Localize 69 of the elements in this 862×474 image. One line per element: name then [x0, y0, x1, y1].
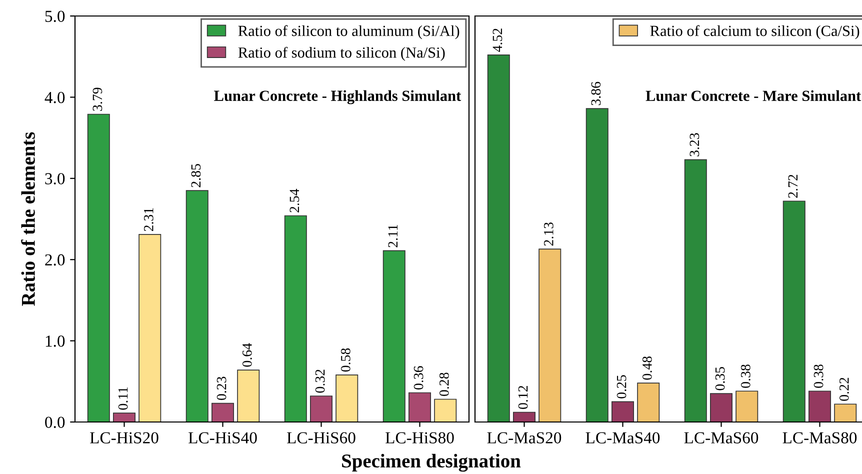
y-axis-title: Ratio of the elements [21, 132, 35, 306]
data-label: 0.38 [740, 364, 750, 388]
x-tick-label: LC-MaS80 [782, 432, 857, 444]
data-label: 4.52 [492, 28, 502, 52]
y-tick-label: 1.0 [46, 336, 65, 347]
x-tick-label: LC-MaS40 [586, 432, 660, 444]
bar [611, 401, 634, 422]
bar [538, 248, 562, 422]
x-tick-label: LC-HiS40 [188, 432, 257, 444]
bar [512, 412, 536, 422]
bar [87, 114, 110, 422]
legend-label: Ratio of calcium to silicon (Ca/Si) [650, 25, 860, 40]
data-label: 3.23 [690, 133, 700, 156]
data-label: 3.79 [92, 88, 102, 111]
bar [284, 215, 307, 422]
bar [186, 190, 208, 422]
data-label: 2.11 [388, 224, 398, 248]
bar [684, 159, 707, 422]
annotation: Lunar Concrete - Highlands Simulant [214, 90, 462, 104]
data-label: 2.31 [144, 208, 154, 232]
bar [782, 200, 806, 422]
data-label: 0.28 [439, 372, 449, 396]
x-tick-label: LC-MaS20 [487, 432, 562, 444]
data-label: 2.54 [290, 188, 300, 212]
data-label: 0.58 [340, 348, 350, 372]
annotation: Lunar Concrete - Mare Simulant [646, 90, 862, 102]
bar [237, 370, 260, 422]
bar [336, 374, 358, 422]
bar [382, 250, 406, 422]
y-tick-label: 3.0 [45, 173, 65, 184]
data-label: 0.25 [616, 375, 626, 398]
x-tick-label: LC-HiS80 [386, 432, 454, 444]
y-tick-label: 4.0 [44, 92, 65, 104]
data-label: 0.35 [715, 367, 725, 390]
bar [408, 392, 432, 422]
bar [736, 390, 758, 422]
data-label: 0.36 [414, 366, 424, 390]
bar [710, 393, 733, 422]
data-label: 0.32 [315, 370, 325, 393]
data-label: 0.22 [839, 378, 849, 401]
x-axis-title: Specimen designation [342, 454, 521, 472]
legend-label: Ratio of sodium to silicon (Na/Si) [238, 46, 445, 61]
bar [310, 396, 333, 422]
y-tick-label: 0.0 [45, 416, 65, 428]
legend-label: Ratio of silicon to aluminum (Si/Al) [238, 25, 460, 40]
bar [834, 404, 857, 422]
bar [808, 390, 832, 422]
y-tick-label: 5.0 [45, 10, 65, 22]
bar [637, 382, 660, 422]
bar [138, 234, 162, 422]
bar [211, 402, 234, 422]
data-label: 0.11 [118, 387, 128, 410]
data-label: 0.38 [814, 364, 824, 388]
bar [586, 108, 608, 422]
data-label: 0.48 [642, 356, 652, 380]
y-tick-label: 2.0 [45, 254, 65, 266]
x-tick-label: LC-HiS20 [90, 432, 158, 444]
data-label: 0.12 [518, 386, 528, 409]
data-label: 2.13 [544, 222, 554, 246]
x-tick-label: LC-HiS60 [287, 432, 356, 444]
data-label: 0.23 [216, 376, 226, 400]
data-label: 2.72 [788, 174, 798, 198]
bar [487, 54, 510, 422]
data-label: 0.64 [242, 343, 252, 367]
data-label: 2.85 [191, 164, 201, 188]
bar [434, 398, 457, 422]
bar [112, 412, 136, 422]
x-tick-label: LC-MaS60 [684, 432, 758, 444]
data-label: 3.86 [591, 82, 601, 106]
